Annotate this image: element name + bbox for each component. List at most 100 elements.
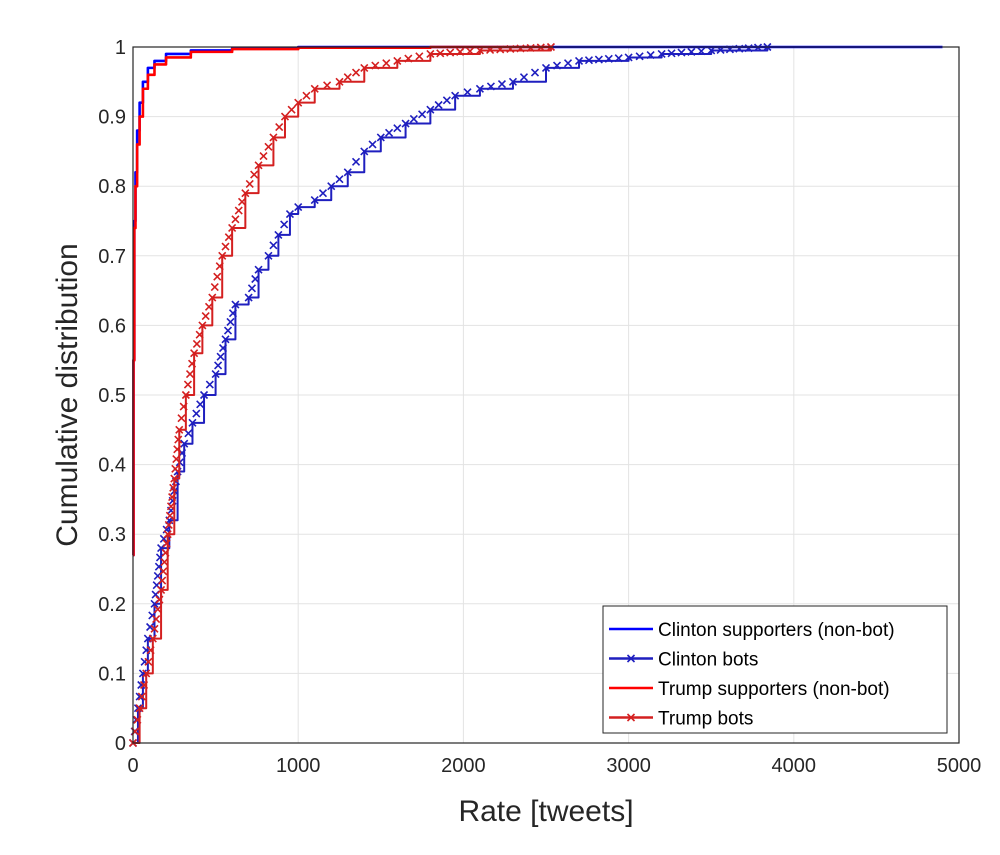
- data-point: [137, 680, 146, 690]
- legend-label: Clinton bots: [658, 650, 758, 671]
- data-point: [155, 595, 164, 604]
- data-point: [199, 390, 209, 400]
- data-point: [526, 43, 535, 53]
- data-point: [351, 68, 361, 77]
- data-point: [216, 352, 225, 361]
- data-point: [376, 133, 385, 142]
- plot-frame: [132, 46, 960, 744]
- data-point: [446, 48, 455, 57]
- data-point: [302, 91, 311, 100]
- data-point: [161, 548, 170, 557]
- data-point: [343, 73, 352, 82]
- data-point: [646, 51, 655, 60]
- data-point: [677, 48, 686, 57]
- data-point: [280, 220, 289, 229]
- data-point: [183, 380, 192, 389]
- data-point: [327, 182, 336, 191]
- data-point: [133, 715, 142, 724]
- data-point: [404, 54, 413, 63]
- data-point: [157, 585, 166, 594]
- data-point: [135, 704, 144, 713]
- data-point: [382, 59, 391, 68]
- data-point: [426, 49, 435, 59]
- data-point: [541, 63, 551, 72]
- data-point: [153, 605, 162, 614]
- data-point: [245, 179, 254, 188]
- data-point: [204, 302, 214, 311]
- y-tick-label: 0.8: [98, 176, 126, 198]
- data-point: [657, 49, 666, 59]
- data-point: [351, 157, 361, 166]
- data-point: [244, 293, 253, 302]
- data-point: [584, 56, 594, 65]
- data-point: [415, 52, 424, 61]
- data-point: [185, 370, 195, 379]
- data-point: [192, 409, 201, 418]
- data-point: [211, 370, 220, 379]
- series-trump-bots: [128, 42, 556, 748]
- data-point: [614, 54, 623, 63]
- data-point: [152, 615, 161, 624]
- data-point: [144, 657, 153, 666]
- y-tick-labels: 0 0.1 0.2 0.3 0.4 0.5 0.6 0.7 0.8 0.9 1: [98, 37, 126, 755]
- legend-item: Clinton bots: [609, 650, 758, 671]
- data-point: [269, 241, 278, 250]
- data-point: [451, 91, 460, 100]
- data-point: [667, 49, 676, 58]
- data-point: [519, 73, 529, 82]
- data-point: [146, 646, 155, 655]
- data-point: [687, 47, 696, 56]
- series-trump-supporters-non-bot: [132, 45, 551, 557]
- series-line: [133, 47, 552, 744]
- legend-marker: [626, 713, 636, 722]
- legend-label: Trump bots: [658, 709, 753, 730]
- data-point: [179, 402, 188, 411]
- data-point: [275, 122, 284, 132]
- data-point: [221, 335, 230, 344]
- data-point: [274, 230, 283, 239]
- grid: [133, 47, 959, 743]
- data-point: [516, 44, 525, 53]
- data-point: [287, 105, 296, 114]
- data-point: [226, 317, 235, 326]
- legend-label: Clinton supporters (non-bot): [658, 620, 895, 641]
- series-layer: [128, 42, 943, 748]
- data-point: [135, 692, 144, 701]
- legend-box: [602, 605, 948, 734]
- data-point: [180, 439, 189, 448]
- data-point: [707, 46, 716, 55]
- data-point: [146, 622, 155, 632]
- x-axis-title: Rate [tweets]: [458, 795, 633, 828]
- data-point: [486, 82, 495, 91]
- data-point: [137, 692, 146, 701]
- data-point: [221, 242, 230, 251]
- data-point: [166, 502, 176, 511]
- y-tick-label: 1: [115, 37, 126, 59]
- y-tick-label: 0.5: [98, 385, 126, 407]
- x-tick-label: 5000: [937, 755, 982, 777]
- legend-item: Clinton supporters (non-bot): [609, 620, 895, 641]
- data-point: [456, 47, 465, 56]
- data-point: [158, 576, 167, 585]
- data-point: [190, 349, 199, 358]
- data-point: [150, 624, 159, 633]
- y-tick-label: 0.3: [98, 524, 126, 546]
- data-point: [187, 359, 197, 368]
- x-tick-label: 4000: [772, 755, 817, 777]
- series-line: [132, 45, 551, 557]
- data-point: [269, 133, 278, 142]
- data-point: [172, 454, 181, 464]
- data-point: [294, 98, 303, 107]
- data-point: [254, 161, 263, 170]
- data-point: [247, 284, 257, 293]
- data-point: [205, 380, 214, 389]
- data-point: [393, 124, 402, 133]
- data-point: [163, 530, 172, 539]
- data-point: [234, 206, 243, 215]
- series-line: [133, 47, 769, 744]
- data-point: [174, 435, 183, 444]
- legend-item: Trump supporters (non-bot): [609, 679, 890, 700]
- data-point: [170, 474, 179, 483]
- data-point: [175, 425, 184, 434]
